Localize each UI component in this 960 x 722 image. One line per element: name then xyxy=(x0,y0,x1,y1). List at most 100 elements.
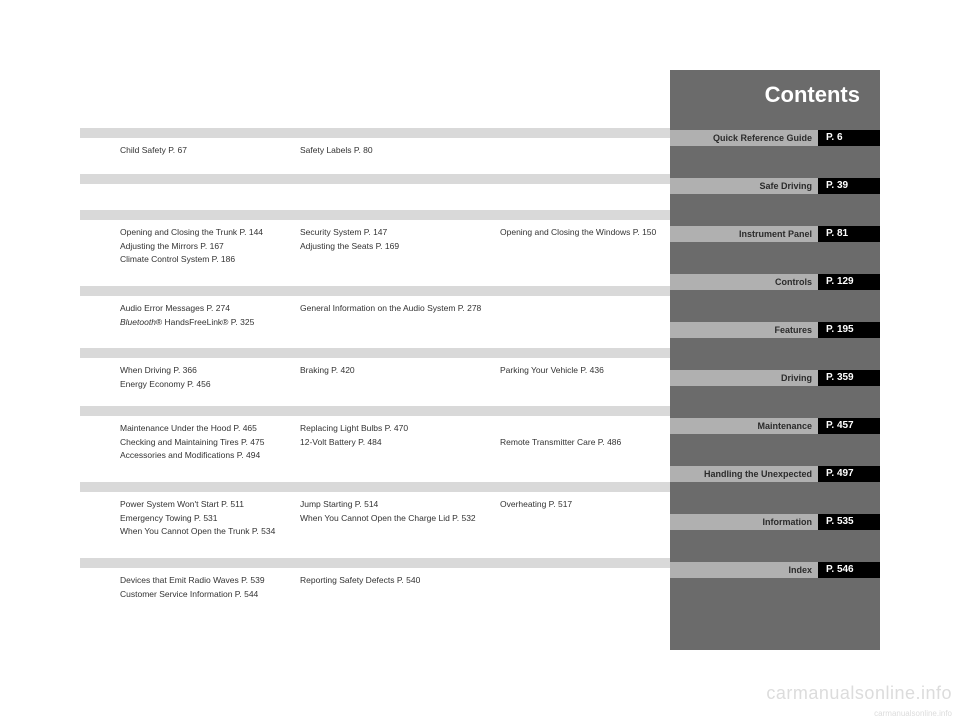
content-cell: Safety Labels P. 80 xyxy=(300,144,500,158)
sidebar-item[interactable]: Safe DrivingP. 39 xyxy=(670,178,880,194)
content-row: Maintenance Under the Hood P. 465Replaci… xyxy=(120,422,670,436)
section-content: Devices that Emit Radio Waves P. 539Repo… xyxy=(80,568,670,613)
sidebar-row: MaintenanceP. 457 xyxy=(670,418,880,434)
content-row: Devices that Emit Radio Waves P. 539Repo… xyxy=(120,574,670,588)
content-cell xyxy=(300,253,500,267)
content-cell xyxy=(300,525,500,539)
sidebar-page: P. 195 xyxy=(818,322,880,338)
content-row: Customer Service Information P. 544 xyxy=(120,588,670,602)
section-block: Power System Won't Start P. 511Jump Star… xyxy=(80,482,670,551)
section-bar xyxy=(80,482,670,492)
watermark-small: carmanualsonline.info xyxy=(874,709,952,718)
sidebar-label: Safe Driving xyxy=(670,178,818,194)
sidebar-page: P. 6 xyxy=(818,130,880,146)
sidebar-page: P. 39 xyxy=(818,178,880,194)
sidebar-row: Safe DrivingP. 39 xyxy=(670,178,880,194)
content-row: Checking and Maintaining Tires P. 47512-… xyxy=(120,436,670,450)
content-cell: Replacing Light Bulbs P. 470 xyxy=(300,422,500,436)
sidebar-page: P. 81 xyxy=(818,226,880,242)
sidebar-item[interactable]: Instrument PanelP. 81 xyxy=(670,226,880,242)
sidebar-row: Quick Reference GuideP. 6 xyxy=(670,130,880,146)
section-content: Maintenance Under the Hood P. 465Replaci… xyxy=(80,416,670,475)
content-row: When You Cannot Open the Trunk P. 534 xyxy=(120,525,670,539)
content-cell xyxy=(300,588,500,602)
sidebar-row: DrivingP. 359 xyxy=(670,370,880,386)
sidebar-row: Handling the UnexpectedP. 497 xyxy=(670,466,880,482)
content-cell xyxy=(300,378,500,392)
sidebar-page: P. 546 xyxy=(818,562,880,578)
section-content: Opening and Closing the Trunk P. 144Secu… xyxy=(80,220,670,279)
content-row: Emergency Towing P. 531When You Cannot O… xyxy=(120,512,670,526)
content-row: When Driving P. 366Braking P. 420Parking… xyxy=(120,364,670,378)
section-bar xyxy=(80,558,670,568)
sidebar-label: Maintenance xyxy=(670,418,818,434)
content-cell: Braking P. 420 xyxy=(300,364,500,378)
sidebar-label: Quick Reference Guide xyxy=(670,130,818,146)
sidebar-item[interactable]: IndexP. 546 xyxy=(670,562,880,578)
sidebar-row: Instrument PanelP. 81 xyxy=(670,226,880,242)
content-cell: Accessories and Modifications P. 494 xyxy=(120,449,300,463)
content-cell: Devices that Emit Radio Waves P. 539 xyxy=(120,574,300,588)
sidebar-row: ControlsP. 129 xyxy=(670,274,880,290)
contents-title: Contents xyxy=(670,82,880,120)
section-content: Power System Won't Start P. 511Jump Star… xyxy=(80,492,670,551)
section-bar xyxy=(80,286,670,296)
content-cell: Climate Control System P. 186 xyxy=(120,253,300,267)
sidebar-item[interactable]: FeaturesP. 195 xyxy=(670,322,880,338)
sidebar-label: Controls xyxy=(670,274,818,290)
content-row: Audio Error Messages P. 274General Infor… xyxy=(120,302,670,316)
section-block: Devices that Emit Radio Waves P. 539Repo… xyxy=(80,558,670,613)
section-block: Opening and Closing the Trunk P. 144Secu… xyxy=(80,210,670,279)
content-cell: Maintenance Under the Hood P. 465 xyxy=(120,422,300,436)
page-container: Child Safety P. 67Safety Labels P. 80 Ope… xyxy=(80,70,880,650)
content-cell: When You Cannot Open the Charge Lid P. 5… xyxy=(300,512,500,526)
content-row: Accessories and Modifications P. 494 xyxy=(120,449,670,463)
content-row: Climate Control System P. 186 xyxy=(120,253,670,267)
sidebar-item[interactable]: InformationP. 535 xyxy=(670,514,880,530)
sidebar-label: Driving xyxy=(670,370,818,386)
left-column: Child Safety P. 67Safety Labels P. 80 Ope… xyxy=(80,70,670,650)
section-block: When Driving P. 366Braking P. 420Parking… xyxy=(80,348,670,403)
section-bar xyxy=(80,210,670,220)
sidebar-page: P. 457 xyxy=(818,418,880,434)
content-cell: Customer Service Information P. 544 xyxy=(120,588,300,602)
sidebar-page: P. 359 xyxy=(818,370,880,386)
sidebar-item[interactable]: DrivingP. 359 xyxy=(670,370,880,386)
sidebar-row: InformationP. 535 xyxy=(670,514,880,530)
sidebar-item[interactable]: Handling the UnexpectedP. 497 xyxy=(670,466,880,482)
content-cell: Jump Starting P. 514 xyxy=(300,498,500,512)
sidebar-item[interactable]: Quick Reference GuideP. 6 xyxy=(670,130,880,146)
content-cell: Reporting Safety Defects P. 540 xyxy=(300,574,500,588)
content-cell: Adjusting the Seats P. 169 xyxy=(300,240,500,254)
right-sidebar: Contents Quick Reference GuideP. 6 Safe D… xyxy=(670,70,880,650)
section-bar xyxy=(80,128,670,138)
sidebar-label: Handling the Unexpected xyxy=(670,466,818,482)
content-cell: Bluetooth® HandsFreeLink® P. 325 xyxy=(120,316,300,330)
section-content: Child Safety P. 67Safety Labels P. 80 xyxy=(80,138,670,170)
content-cell: Energy Economy P. 456 xyxy=(120,378,300,392)
section-bar xyxy=(80,406,670,416)
content-row: Opening and Closing the Trunk P. 144Secu… xyxy=(120,226,670,240)
content-cell xyxy=(300,316,500,330)
sidebar-label: Information xyxy=(670,514,818,530)
section-block: Child Safety P. 67Safety Labels P. 80 xyxy=(80,128,670,170)
content-row: Adjusting the Mirrors P. 167Adjusting th… xyxy=(120,240,670,254)
content-cell: When Driving P. 366 xyxy=(120,364,300,378)
section-content: When Driving P. 366Braking P. 420Parking… xyxy=(80,358,670,403)
content-cell: Power System Won't Start P. 511 xyxy=(120,498,300,512)
sidebar-row: FeaturesP. 195 xyxy=(670,322,880,338)
content-cell: Audio Error Messages P. 274 xyxy=(120,302,300,316)
section-bar xyxy=(80,174,670,184)
section-content: Audio Error Messages P. 274General Infor… xyxy=(80,296,670,341)
sidebar-item[interactable]: MaintenanceP. 457 xyxy=(670,418,880,434)
content-row: Bluetooth® HandsFreeLink® P. 325 xyxy=(120,316,670,330)
sidebar-page: P. 129 xyxy=(818,274,880,290)
content-cell: Adjusting the Mirrors P. 167 xyxy=(120,240,300,254)
content-cell xyxy=(300,449,500,463)
sidebar-item[interactable]: ControlsP. 129 xyxy=(670,274,880,290)
section-block xyxy=(80,174,670,184)
content-cell: Security System P. 147 xyxy=(300,226,500,240)
content-row: Power System Won't Start P. 511Jump Star… xyxy=(120,498,670,512)
sidebar-label: Index xyxy=(670,562,818,578)
sidebar-row: IndexP. 546 xyxy=(670,562,880,578)
